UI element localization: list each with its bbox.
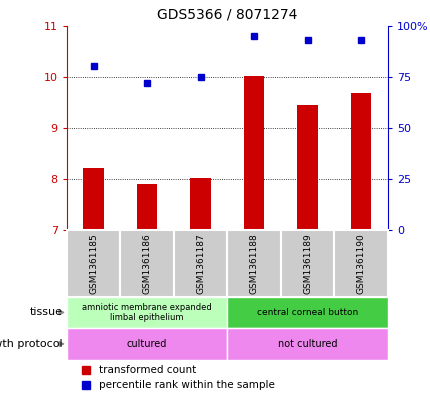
Text: GSM1361190: GSM1361190 bbox=[356, 233, 365, 294]
Text: cultured: cultured bbox=[126, 339, 167, 349]
Bar bbox=[67, 328, 227, 360]
Title: GDS5366 / 8071274: GDS5366 / 8071274 bbox=[157, 7, 297, 22]
Bar bbox=[227, 230, 280, 297]
Text: GSM1361186: GSM1361186 bbox=[142, 233, 151, 294]
Bar bbox=[297, 105, 317, 230]
Text: not cultured: not cultured bbox=[277, 339, 337, 349]
Text: transformed count: transformed count bbox=[99, 365, 196, 375]
Bar bbox=[227, 328, 387, 360]
Bar bbox=[67, 230, 120, 297]
Bar bbox=[83, 167, 104, 230]
Bar bbox=[243, 75, 264, 230]
Bar bbox=[173, 230, 227, 297]
Text: central corneal button: central corneal button bbox=[256, 308, 357, 317]
Text: GSM1361189: GSM1361189 bbox=[302, 233, 311, 294]
Text: growth protocol: growth protocol bbox=[0, 339, 62, 349]
Bar bbox=[190, 178, 210, 230]
Bar bbox=[334, 230, 387, 297]
Text: GSM1361185: GSM1361185 bbox=[89, 233, 98, 294]
Bar bbox=[67, 297, 227, 328]
Text: GSM1361188: GSM1361188 bbox=[249, 233, 258, 294]
Text: percentile rank within the sample: percentile rank within the sample bbox=[99, 380, 274, 389]
Text: amniotic membrane expanded
limbal epithelium: amniotic membrane expanded limbal epithe… bbox=[82, 303, 212, 322]
Bar bbox=[227, 297, 387, 328]
Bar bbox=[137, 184, 157, 230]
Text: tissue: tissue bbox=[29, 307, 62, 318]
Text: GSM1361187: GSM1361187 bbox=[196, 233, 205, 294]
Bar bbox=[280, 230, 334, 297]
Bar bbox=[350, 93, 371, 230]
Bar bbox=[120, 230, 173, 297]
